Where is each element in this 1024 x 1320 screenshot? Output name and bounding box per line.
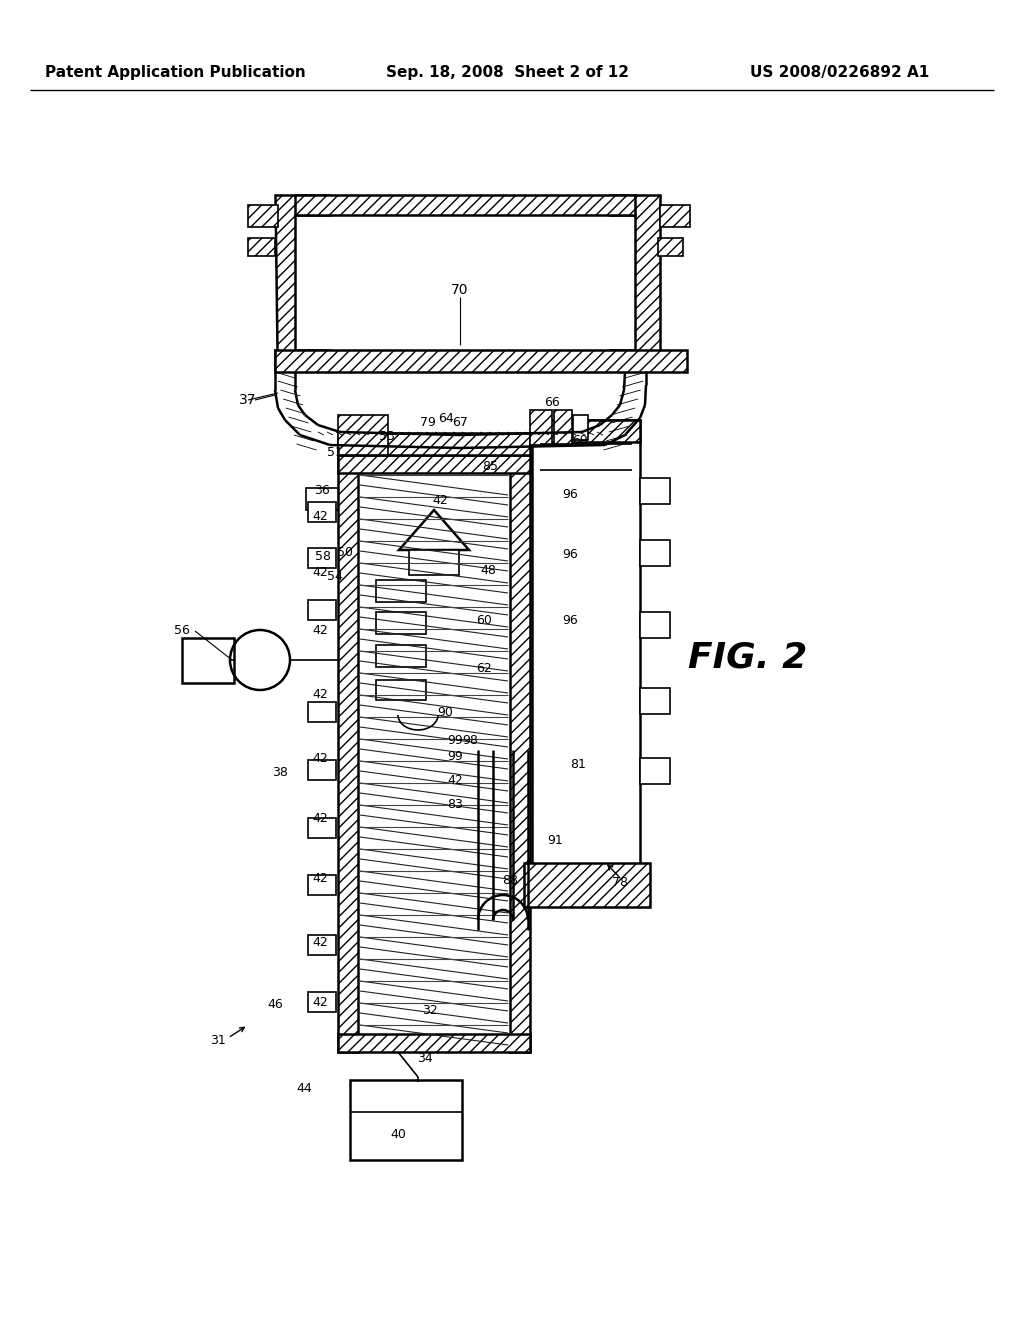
Text: 88: 88 bbox=[502, 874, 518, 887]
Text: 51: 51 bbox=[327, 446, 343, 459]
Text: 58: 58 bbox=[315, 549, 331, 562]
Text: Sep. 18, 2008  Sheet 2 of 12: Sep. 18, 2008 Sheet 2 of 12 bbox=[386, 66, 630, 81]
Text: 81: 81 bbox=[570, 759, 586, 771]
Text: 54: 54 bbox=[327, 569, 343, 582]
Bar bbox=[554, 411, 572, 445]
Text: 42: 42 bbox=[447, 774, 463, 787]
Text: 42: 42 bbox=[312, 566, 328, 579]
Bar bbox=[530, 411, 552, 445]
Polygon shape bbox=[610, 195, 660, 370]
Bar bbox=[306, 488, 338, 510]
Text: 42: 42 bbox=[312, 751, 328, 764]
Text: 70: 70 bbox=[452, 282, 469, 297]
Text: US 2008/0226892 A1: US 2008/0226892 A1 bbox=[751, 66, 930, 81]
Bar bbox=[308, 702, 336, 722]
Bar bbox=[658, 238, 683, 256]
Bar bbox=[640, 478, 670, 504]
Text: 42: 42 bbox=[312, 936, 328, 949]
Bar bbox=[182, 638, 234, 682]
Text: 37: 37 bbox=[240, 393, 257, 407]
Bar bbox=[573, 414, 588, 440]
Polygon shape bbox=[275, 195, 330, 370]
Text: 78: 78 bbox=[612, 875, 628, 888]
Bar bbox=[350, 1080, 462, 1160]
Text: 32: 32 bbox=[422, 1003, 438, 1016]
Text: 34: 34 bbox=[417, 1052, 433, 1064]
Text: 99: 99 bbox=[447, 750, 463, 763]
Text: 69: 69 bbox=[572, 433, 588, 446]
Bar bbox=[532, 420, 640, 442]
Text: 66: 66 bbox=[544, 396, 560, 409]
Bar bbox=[308, 760, 336, 780]
Bar bbox=[376, 612, 426, 634]
Bar bbox=[660, 205, 690, 227]
Text: 56: 56 bbox=[174, 623, 189, 636]
Bar bbox=[376, 680, 426, 700]
Text: Patent Application Publication: Patent Application Publication bbox=[45, 66, 305, 81]
Bar bbox=[640, 540, 670, 566]
Text: 31: 31 bbox=[210, 1034, 226, 1047]
Text: 98: 98 bbox=[462, 734, 478, 747]
Bar bbox=[338, 433, 530, 455]
Text: 46: 46 bbox=[267, 998, 283, 1011]
Text: 96: 96 bbox=[562, 488, 578, 502]
Text: 96: 96 bbox=[562, 614, 578, 627]
Text: 36: 36 bbox=[314, 483, 330, 496]
Bar bbox=[376, 645, 426, 667]
Bar bbox=[295, 195, 635, 215]
Text: 42: 42 bbox=[312, 871, 328, 884]
Text: 62: 62 bbox=[476, 661, 492, 675]
Text: 79: 79 bbox=[420, 416, 436, 429]
Text: 53: 53 bbox=[379, 429, 395, 442]
Bar bbox=[248, 238, 275, 256]
Bar bbox=[308, 818, 336, 838]
Bar bbox=[308, 601, 336, 620]
Bar bbox=[248, 205, 278, 227]
Bar bbox=[338, 455, 530, 473]
Bar bbox=[376, 579, 426, 602]
Bar bbox=[275, 350, 687, 372]
Text: 91: 91 bbox=[547, 833, 563, 846]
Text: 60: 60 bbox=[476, 614, 492, 627]
Text: 83: 83 bbox=[447, 799, 463, 812]
Text: 42: 42 bbox=[312, 510, 328, 523]
Bar bbox=[308, 875, 336, 895]
Text: FIG. 2: FIG. 2 bbox=[688, 642, 808, 675]
Bar bbox=[510, 455, 530, 1052]
Text: 40: 40 bbox=[390, 1129, 406, 1142]
Text: 50: 50 bbox=[337, 545, 353, 558]
Bar bbox=[338, 455, 358, 1052]
Bar bbox=[308, 548, 336, 568]
Text: 90: 90 bbox=[437, 705, 453, 718]
Text: 42: 42 bbox=[312, 689, 328, 701]
Bar bbox=[338, 1034, 530, 1052]
Text: 42: 42 bbox=[312, 995, 328, 1008]
Polygon shape bbox=[399, 510, 469, 550]
Bar bbox=[524, 863, 650, 907]
Text: 99: 99 bbox=[447, 734, 463, 747]
Text: 48: 48 bbox=[480, 564, 496, 577]
Text: 67: 67 bbox=[452, 416, 468, 429]
Bar bbox=[640, 612, 670, 638]
Bar bbox=[308, 993, 336, 1012]
Text: 42: 42 bbox=[432, 494, 447, 507]
Bar bbox=[640, 688, 670, 714]
Bar bbox=[338, 414, 388, 455]
Text: 42: 42 bbox=[312, 812, 328, 825]
Text: 64: 64 bbox=[438, 412, 454, 425]
Text: 42: 42 bbox=[312, 623, 328, 636]
Bar bbox=[409, 550, 459, 576]
Text: 44: 44 bbox=[296, 1081, 312, 1094]
Text: 85: 85 bbox=[482, 461, 498, 474]
Bar bbox=[308, 935, 336, 954]
Bar bbox=[308, 502, 336, 521]
Bar bbox=[640, 758, 670, 784]
Text: 96: 96 bbox=[562, 549, 578, 561]
Text: 38: 38 bbox=[272, 766, 288, 779]
Bar bbox=[532, 420, 640, 884]
